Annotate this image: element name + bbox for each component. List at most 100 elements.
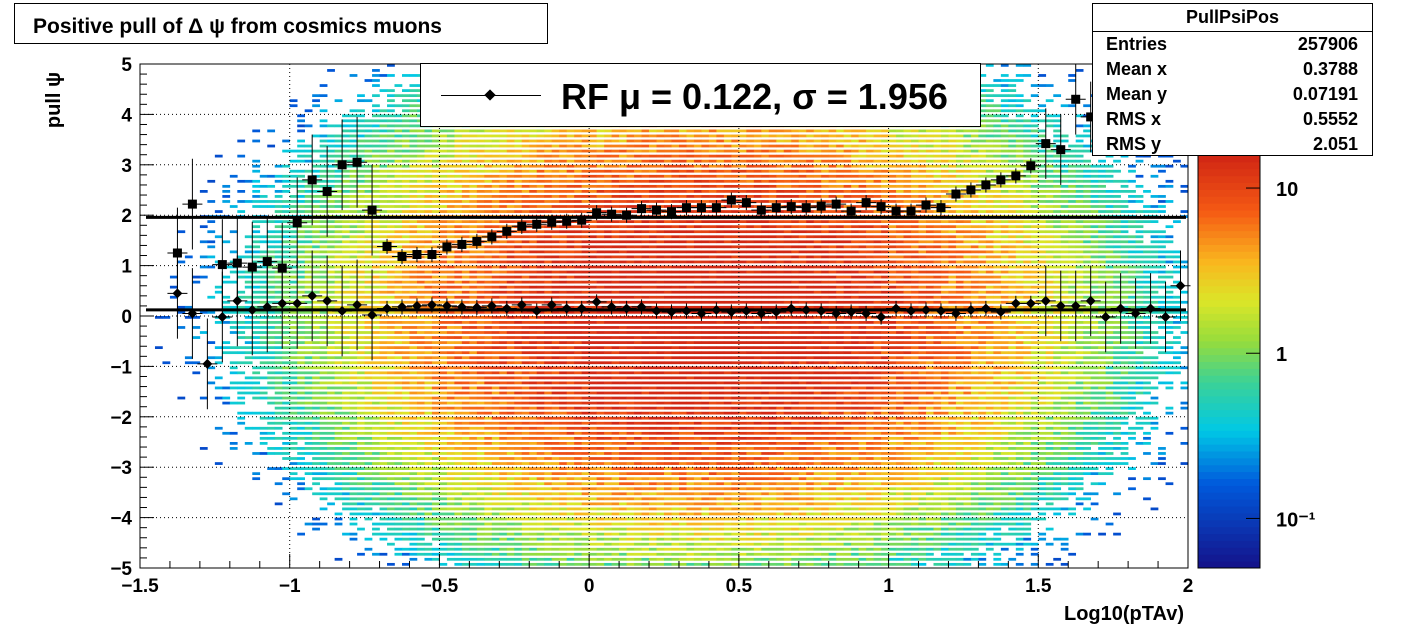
heatmap-cell [506, 245, 515, 249]
heatmap-cell [536, 452, 545, 455]
heatmap-cell [611, 270, 620, 274]
heatmap-cell [416, 179, 425, 183]
heatmap-cell [252, 472, 261, 476]
heatmap-cell [491, 421, 500, 425]
heatmap-cell [349, 114, 358, 118]
heatmap-cell [282, 190, 291, 193]
heatmap-cell [379, 154, 388, 158]
heatmap-cell [506, 326, 515, 329]
heatmap-cell [431, 149, 440, 153]
heatmap-cell [574, 552, 582, 556]
heatmap-cell [521, 200, 530, 203]
heatmap-cell [476, 245, 485, 249]
heatmap-cell [372, 336, 380, 339]
heatmap-cell [327, 391, 335, 395]
heatmap-cell [604, 351, 612, 355]
heatmap-cell [536, 522, 545, 526]
heatmap-cell [327, 356, 335, 360]
heatmap-cell [409, 547, 418, 551]
heatmap-cell [394, 195, 403, 198]
heatmap-cell [521, 421, 530, 425]
heatmap-cell [379, 426, 388, 430]
heatmap-cell [282, 321, 291, 324]
heatmap-cell [551, 396, 560, 400]
heatmap-cell [274, 316, 283, 319]
heatmap-cell [544, 497, 553, 501]
heatmap-cell [267, 245, 276, 249]
heatmap-cell [379, 210, 388, 213]
heatmap-cell [499, 250, 508, 254]
heatmap-cell [536, 447, 545, 450]
heatmap-cell [581, 492, 590, 496]
heatmap-cell [394, 512, 403, 516]
heatmap-cell [544, 195, 553, 198]
heatmap-cell [469, 190, 478, 193]
heatmap-cell [604, 356, 612, 360]
heatmap-cell [364, 184, 373, 188]
heatmap-cell [372, 371, 380, 375]
heatmap-cell [327, 305, 335, 309]
heatmap-cell [551, 452, 560, 455]
heatmap-cell [304, 431, 313, 435]
heatmap-cell [394, 507, 403, 511]
heatmap-cell [304, 336, 313, 339]
heatmap-cell [484, 265, 493, 269]
heatmap-cell [342, 169, 350, 173]
heatmap-cell [574, 447, 582, 450]
heatmap-cell [506, 376, 515, 380]
heatmap-cell [619, 401, 627, 405]
heatmap-cell [349, 285, 358, 289]
heatmap-cell [244, 250, 253, 254]
heatmap-cell [476, 149, 485, 153]
heatmap-cell [634, 396, 642, 400]
heatmap-cell [416, 552, 425, 556]
heatmap-cell [544, 275, 553, 279]
heatmap-cell [559, 452, 567, 455]
heatmap-cell [529, 482, 538, 486]
heatmap-cell [387, 174, 395, 178]
heatmap-cell [559, 164, 567, 168]
heatmap-cell [304, 285, 313, 289]
heatmap-cell [402, 517, 410, 521]
heatmap-cell [619, 285, 627, 289]
heatmap-cell [349, 467, 358, 470]
heatmap-cell [446, 507, 455, 511]
heatmap-cell [551, 497, 560, 501]
heatmap-cell [387, 492, 395, 496]
heatmap-cell [641, 336, 650, 339]
heatmap-cell [327, 270, 335, 274]
heatmap-cell [416, 144, 425, 148]
heatmap-cell [192, 275, 201, 279]
heatmap-cell [634, 472, 642, 476]
heatmap-cell [342, 129, 350, 133]
heatmap-cell [551, 442, 560, 445]
heatmap-cell [574, 285, 582, 289]
heatmap-cell [544, 295, 553, 299]
heatmap-cell [439, 280, 448, 284]
heatmap-cell [342, 300, 350, 304]
heatmap-cell [252, 386, 261, 390]
heatmap-cell [604, 381, 612, 385]
heatmap-cell [589, 255, 597, 259]
heatmap-cell [551, 346, 560, 350]
heatmap-cell [491, 376, 500, 380]
heatmap-cell [394, 411, 403, 415]
heatmap-cell [259, 386, 268, 390]
heatmap-cell [589, 265, 597, 269]
heatmap-cell [304, 361, 313, 365]
heatmap-cell [259, 366, 268, 370]
heatmap-cell [514, 280, 523, 284]
heatmap-cell [334, 326, 343, 329]
heatmap-cell [611, 290, 620, 294]
heatmap-cell [551, 532, 560, 536]
heatmap-cell [297, 351, 305, 355]
heatmap-cell [499, 361, 508, 365]
heatmap-cell [357, 290, 365, 294]
heatmap-cell [529, 431, 538, 435]
heatmap-cell [604, 280, 612, 284]
heatmap-cell [282, 225, 291, 229]
heatmap-cell [312, 300, 320, 304]
heatmap-cell [604, 467, 612, 470]
heatmap-cell [327, 179, 335, 183]
heatmap-cell [394, 124, 403, 128]
